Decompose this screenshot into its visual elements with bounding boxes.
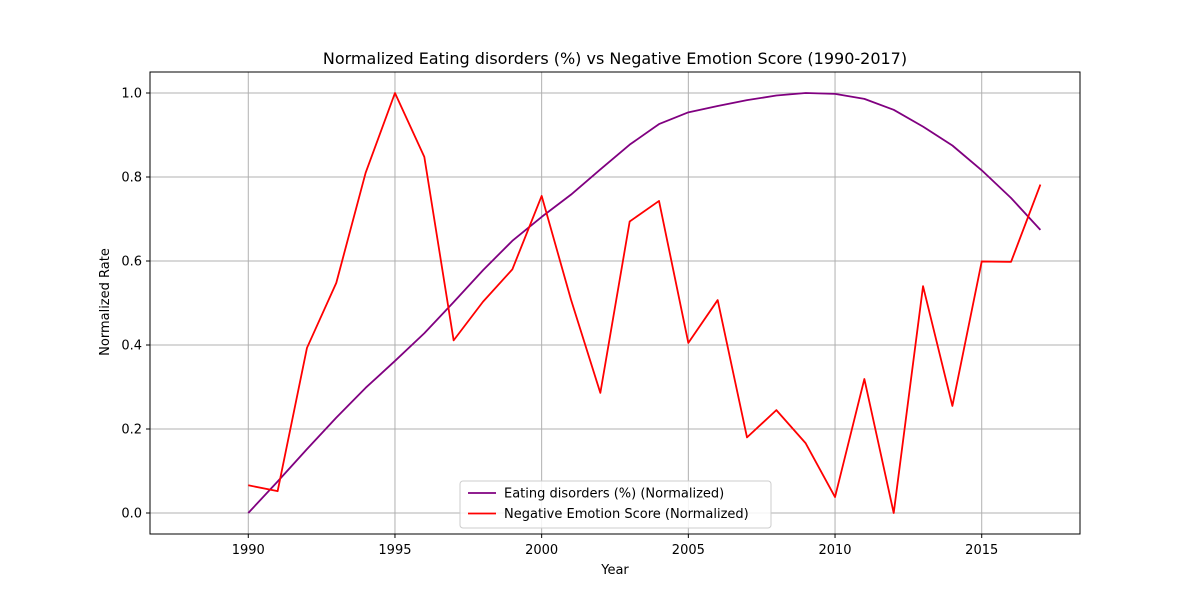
y-tick-label: 0.2 (121, 423, 142, 438)
chart-title: Normalized Eating disorders (%) vs Negat… (323, 49, 907, 68)
x-tick-label: 1990 (232, 543, 265, 558)
series-line-1 (247, 92, 1042, 514)
legend-label: Negative Emotion Score (Normalized) (504, 507, 749, 522)
x-tick-label: 2010 (818, 543, 851, 558)
legend: Eating disorders (%) (Normalized) Negativ… (459, 480, 772, 529)
legend-label: Eating disorders (%) (Normalized) (504, 487, 724, 502)
x-axis-label: Year (600, 563, 629, 578)
x-tick-label: 2015 (965, 543, 998, 558)
y-tick-label: 0.8 (121, 171, 142, 186)
x-tick-label: 2000 (525, 543, 558, 558)
grid (150, 72, 1080, 534)
y-tick-label: 0.6 (121, 255, 142, 270)
y-axis-label: Normalized Rate (98, 248, 113, 356)
y-tick-label: 0.4 (121, 339, 142, 354)
y-tick-label: 0.0 (121, 507, 142, 522)
legend-box (459, 480, 772, 529)
series-line-2 (248, 92, 1042, 514)
x-tick-label: 2005 (672, 543, 705, 558)
series-layer (247, 92, 1042, 514)
y-tick-label: 1.0 (121, 87, 142, 102)
axis-ticks: 1990 1995 2000 2005 2010 2015 0.0 0.2 0.4 0.6 0.8 1… (121, 87, 998, 559)
plot-area-frame (149, 71, 1081, 535)
x-tick-label: 1995 (378, 543, 411, 558)
